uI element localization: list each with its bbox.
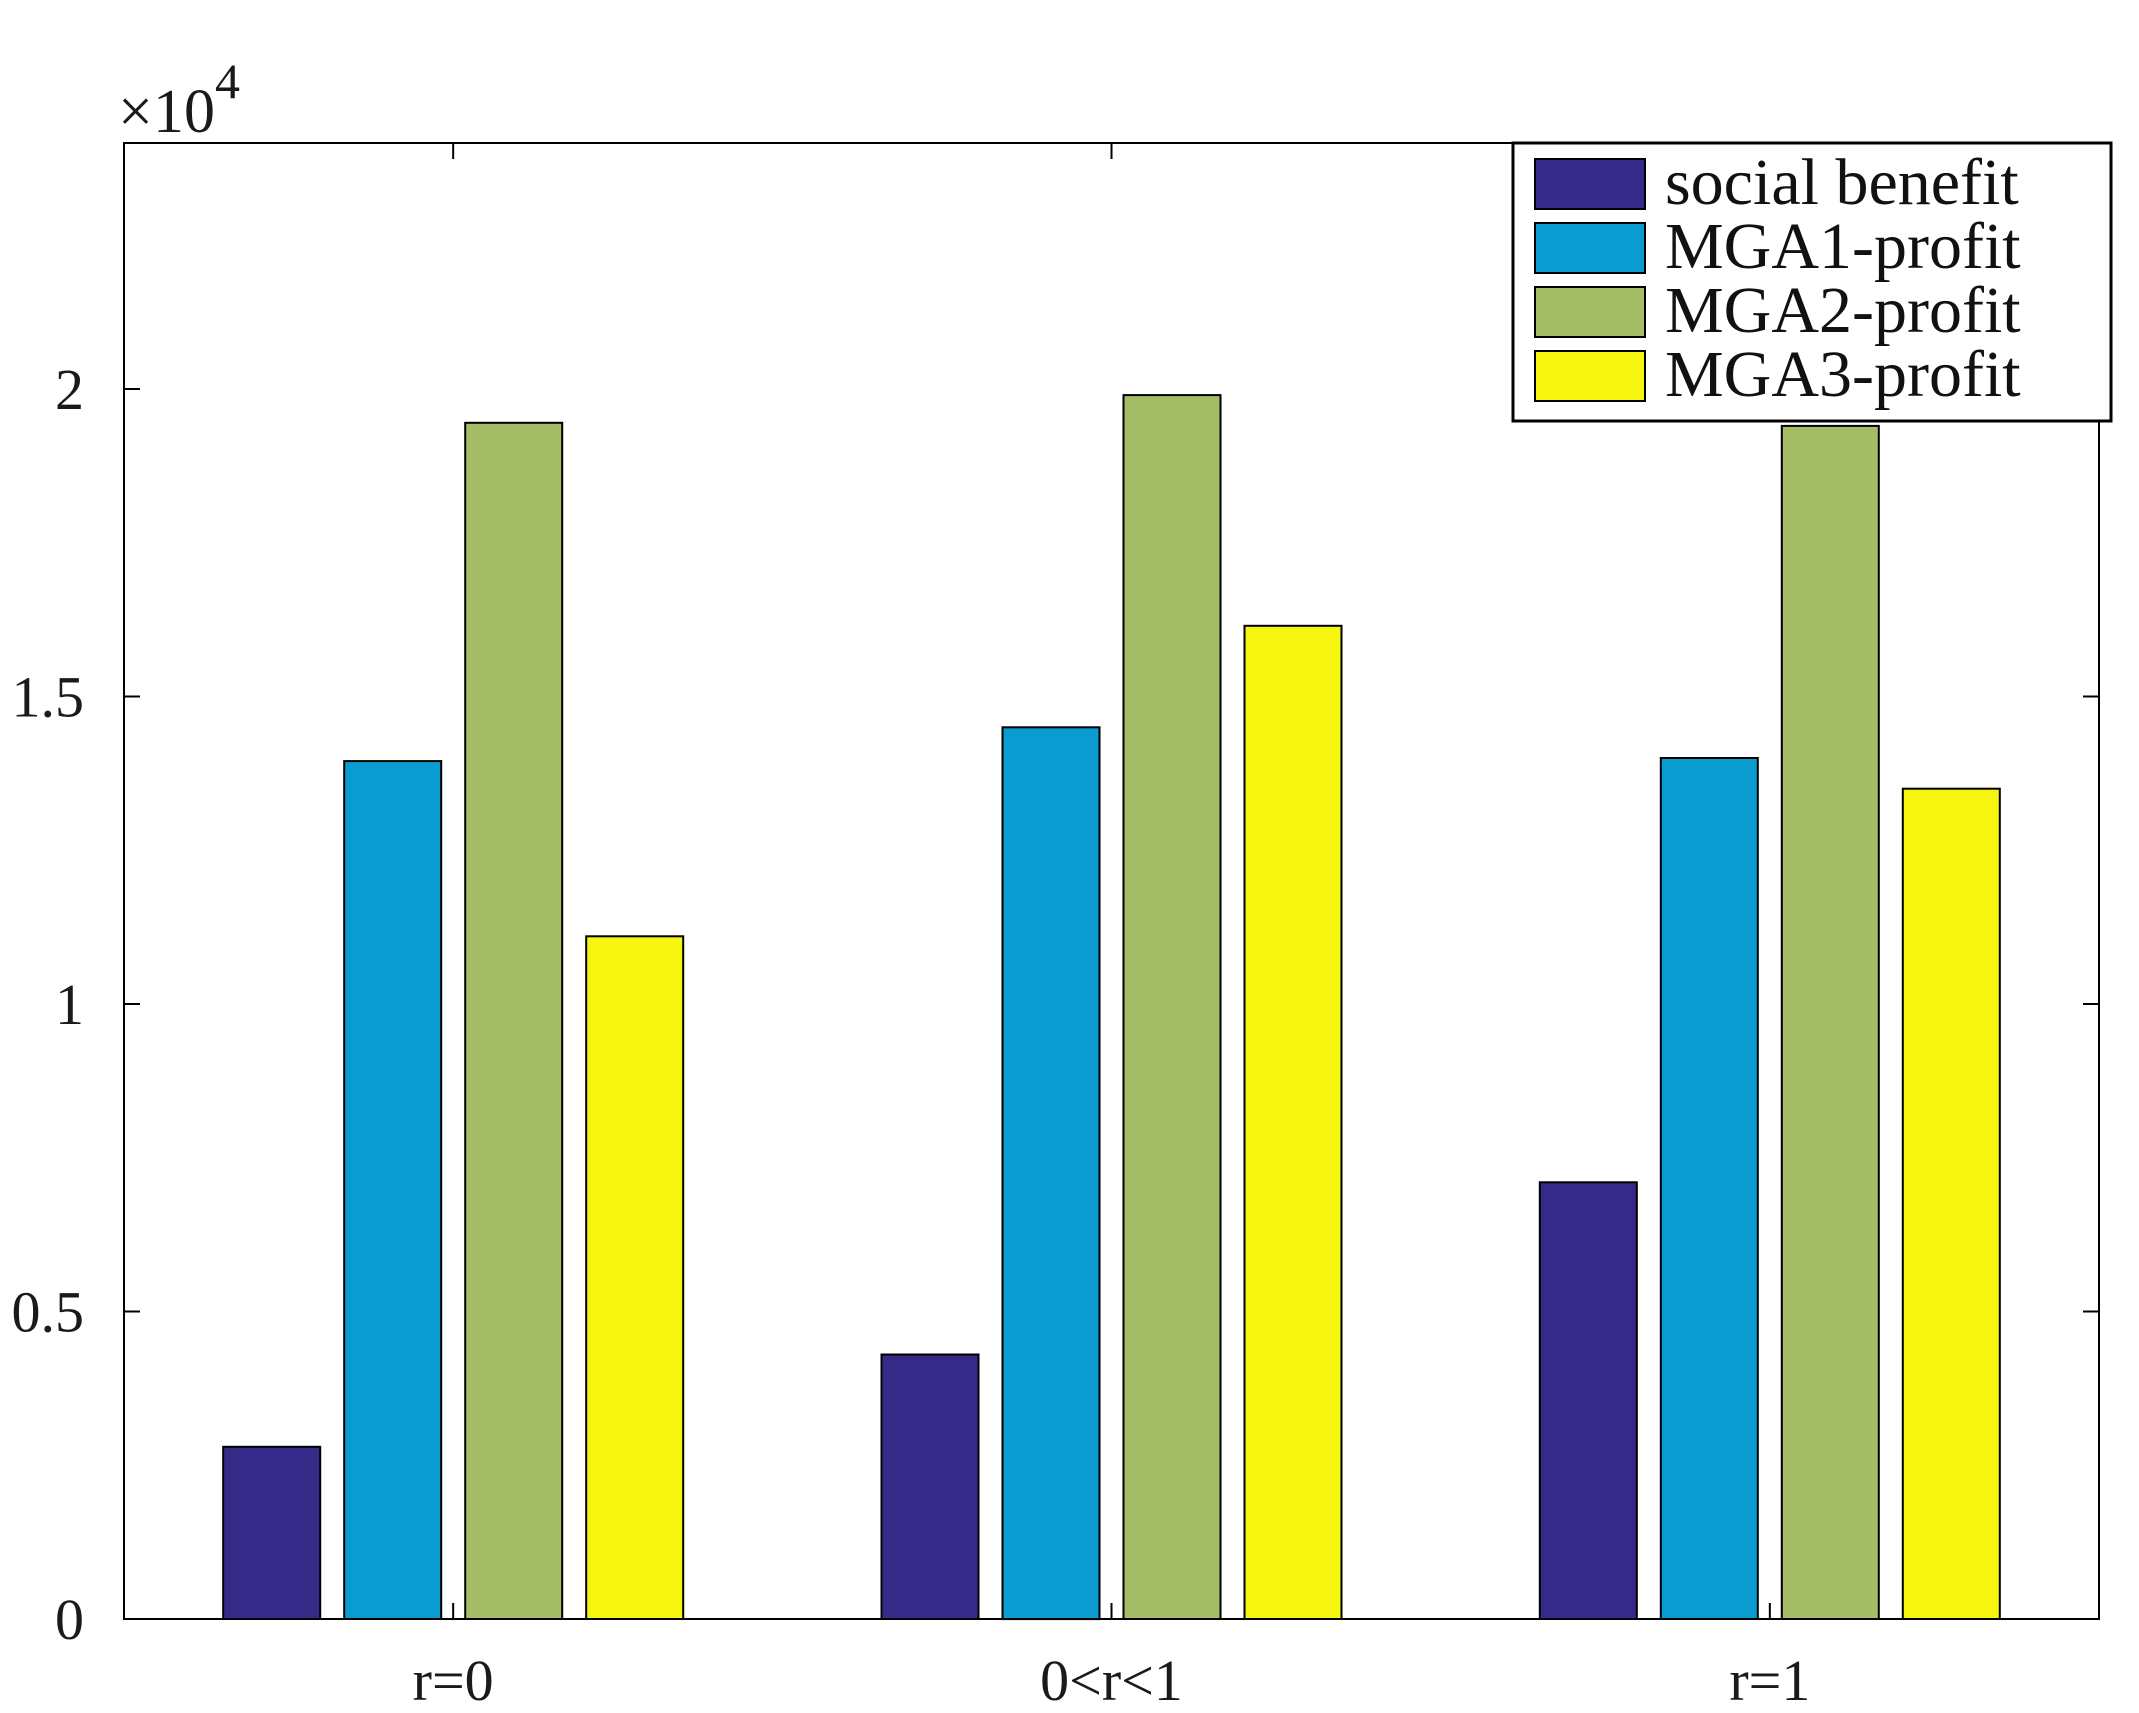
bar-social-benefit-3 [1538, 1181, 1638, 1621]
bar-mga1-profit-2 [1001, 726, 1101, 1621]
y-tick-label: 2 [55, 357, 84, 422]
bar-mga1-profit-3 [1659, 757, 1759, 1620]
legend: social benefitMGA1-profitMGA2-profitMGA3… [1511, 141, 2113, 423]
axes-box [123, 142, 2100, 1620]
bar-mga3-profit-1 [585, 935, 685, 1620]
bar-mga2-profit-1 [464, 421, 564, 1620]
multiplier-exponent: 4 [215, 53, 240, 109]
x-tick-label: 0<r<1 [1040, 1648, 1183, 1713]
x-tick-label: r=0 [413, 1648, 494, 1713]
bar-social-benefit-2 [880, 1353, 980, 1620]
legend-label: social benefit [1665, 146, 2019, 219]
legend-swatch-social-benefit [1534, 158, 1646, 210]
bar-social-benefit-1 [222, 1445, 322, 1621]
labels-layer: r=0 0<r<1 r=1 0 0.5 1 1.5 2 [12, 357, 1811, 1713]
y-tick-label: 1 [55, 972, 84, 1037]
y-tick-label: 0.5 [12, 1280, 85, 1345]
legend-label: MGA2-profit [1665, 274, 2021, 347]
bar-mga2-profit-3 [1780, 424, 1880, 1620]
legend-swatch-mga1-profit [1534, 222, 1646, 274]
multiplier-base: ×10 [118, 78, 215, 146]
x-tick-label: r=1 [1729, 1648, 1810, 1713]
bars-layer [222, 394, 2001, 1621]
legend-swatch-mga2-profit [1534, 286, 1646, 338]
bar-mga3-profit-2 [1243, 624, 1343, 1620]
y-axis-multiplier: ×104 [118, 53, 240, 146]
y-tick-label: 0 [55, 1587, 84, 1652]
bar-mga2-profit-2 [1122, 394, 1222, 1621]
legend-swatch-mga3-profit [1534, 350, 1646, 402]
y-tick-label: 1.5 [12, 665, 85, 730]
bar-mga1-profit-1 [343, 760, 443, 1620]
bar-mga3-profit-3 [1901, 787, 2001, 1620]
legend-label: MGA3-profit [1665, 338, 2021, 411]
legend-label: MGA1-profit [1665, 210, 2021, 283]
